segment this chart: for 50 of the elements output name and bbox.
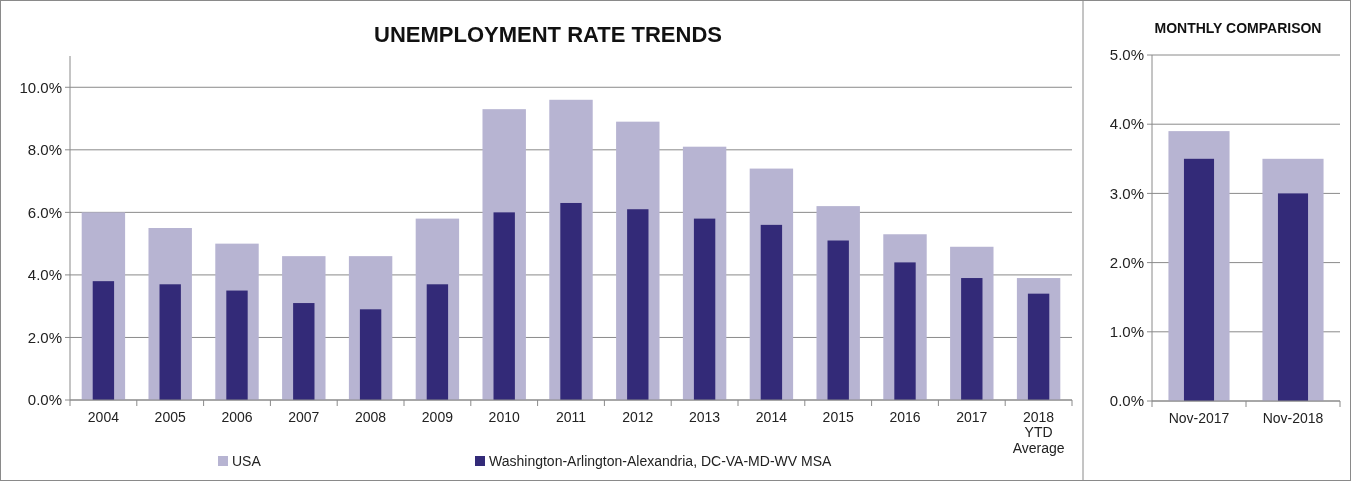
legend-label: Washington-Arlington-Alexandria, DC-VA-MD-WV MSA — [489, 453, 832, 469]
x-tick-label: 2007 — [288, 409, 320, 425]
x-tick-label: 2018 YTD Average — [1012, 409, 1065, 456]
x-tick-label: 2015 — [822, 409, 854, 425]
bar — [293, 303, 315, 400]
y-tick-label: 2.0% — [1109, 253, 1144, 271]
bar — [1027, 293, 1050, 400]
chart-title: UNEMPLOYMENT RATE TRENDS — [374, 22, 722, 47]
bar — [359, 309, 382, 400]
y-tick-label: 6.0% — [27, 203, 62, 221]
x-tick-label: 2004 — [87, 409, 120, 425]
x-tick-label: 2005 — [154, 409, 186, 425]
y-tick-label: 0.0% — [1109, 392, 1144, 410]
y-tick-label: 4.0% — [27, 266, 62, 284]
bar — [827, 240, 849, 400]
x-tick-label: 2016 — [889, 409, 921, 425]
bar — [560, 202, 582, 400]
bar — [159, 284, 181, 400]
x-tick-label: 2011 — [555, 409, 587, 425]
x-tick-label: 2012 — [622, 409, 654, 425]
x-tick-label: 2010 — [488, 409, 520, 425]
x-tick-label: Nov-2017 — [1168, 410, 1230, 426]
bar — [760, 224, 783, 400]
bar — [1183, 158, 1215, 401]
bar — [1277, 193, 1309, 401]
y-tick-label: 0.0% — [27, 391, 62, 409]
x-tick-label: Nov-2018 — [1262, 410, 1324, 426]
bar — [493, 212, 515, 400]
legend-label: USA — [232, 453, 262, 469]
y-tick-label: 5.0% — [1109, 46, 1144, 64]
x-tick-label: 2017 — [956, 409, 988, 425]
y-tick-label: 8.0% — [27, 141, 62, 159]
y-tick-label: 2.0% — [27, 328, 62, 346]
bar — [961, 278, 983, 400]
chart-title: MONTHLY COMPARISON — [1154, 20, 1322, 36]
x-tick-label: 2006 — [221, 409, 253, 425]
y-tick-label: 4.0% — [1109, 115, 1144, 133]
bar — [426, 284, 449, 400]
bar — [226, 290, 248, 400]
y-tick-label: 10.0% — [19, 78, 62, 96]
bar — [894, 262, 916, 400]
x-tick-label: 2013 — [689, 409, 721, 425]
bar — [627, 209, 649, 400]
bar — [92, 281, 115, 400]
y-tick-label: 1.0% — [1109, 323, 1144, 341]
bar — [693, 218, 716, 400]
y-tick-label: 3.0% — [1109, 184, 1144, 202]
x-tick-label: 2009 — [421, 409, 454, 425]
x-tick-label: 2008 — [355, 409, 387, 425]
x-tick-label: 2014 — [755, 409, 788, 425]
